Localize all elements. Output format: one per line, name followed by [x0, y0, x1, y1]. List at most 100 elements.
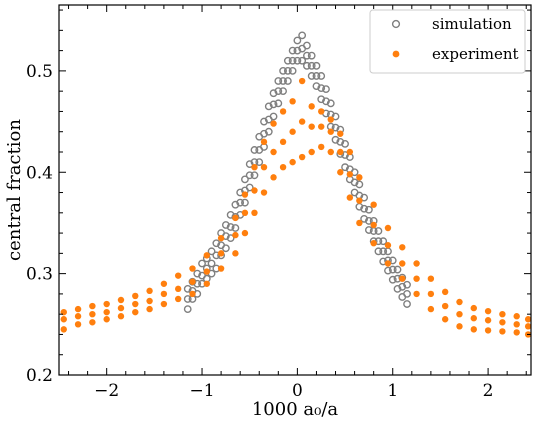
simulation-point [403, 300, 411, 308]
experiment-point [499, 310, 506, 318]
experiment-point [146, 297, 153, 305]
simulation-point [226, 210, 235, 219]
experiment-point [279, 138, 287, 146]
simulation-point [360, 214, 369, 223]
experiment-point [499, 328, 506, 335]
experiment-point [289, 158, 296, 166]
experiment-point [232, 250, 239, 257]
simulation-point [183, 305, 192, 314]
simulation-point [350, 178, 359, 187]
plot-area [60, 31, 532, 338]
experiment-point [337, 169, 344, 176]
experiment-point [89, 319, 96, 326]
experiment-point [513, 313, 520, 320]
simulation-point [245, 183, 254, 192]
experiment-point [232, 214, 239, 222]
experiment-point [413, 290, 420, 298]
experiment-point [484, 307, 492, 315]
simulation-point [236, 198, 245, 207]
experiment-point [346, 148, 354, 156]
experiment-point [251, 187, 258, 194]
simulation-point [307, 61, 316, 70]
simulation-point [379, 247, 388, 256]
simulation-point [264, 102, 273, 111]
experiment-point [74, 305, 82, 313]
simulation-point [260, 117, 268, 126]
simulation-point [260, 129, 268, 138]
experiment-point [370, 221, 377, 229]
simulation-point [364, 217, 373, 225]
experiment-point [189, 265, 196, 272]
simulation-point [269, 89, 278, 98]
simulation-point [360, 204, 369, 213]
simulation-point [403, 280, 411, 289]
experiment-point [189, 278, 196, 285]
x-tick-label: 2 [483, 381, 494, 401]
experiment-point [470, 326, 477, 333]
experiment-point [103, 300, 110, 308]
simulation-point [317, 72, 326, 80]
experiment-point [298, 77, 306, 85]
simulation-point [341, 139, 349, 148]
simulation-point [283, 56, 292, 65]
simulation-point [303, 61, 311, 70]
legend-marker-simulation [391, 19, 401, 29]
simulation-point [374, 227, 383, 235]
experiment-point [89, 310, 96, 318]
experiment-point [60, 326, 67, 333]
experiment-point [232, 231, 239, 239]
experiment-point [524, 323, 532, 330]
experiment-point [484, 327, 492, 334]
experiment-point [513, 321, 520, 328]
simulation-point [298, 31, 307, 40]
simulation-point [322, 97, 330, 106]
experiment-point [399, 244, 406, 251]
experiment-point [370, 201, 377, 208]
experiment-point [356, 219, 363, 227]
simulation-point [264, 127, 273, 136]
simulation-point [388, 275, 397, 284]
experiment-point [370, 240, 377, 247]
simulation-point [288, 46, 297, 55]
simulation-point [326, 99, 335, 108]
simulation-point [241, 198, 249, 207]
simulation-point [274, 87, 283, 96]
experiment-point [399, 260, 406, 267]
y-tick-label: 0.2 [26, 366, 53, 386]
experiment-point [270, 120, 277, 127]
experiment-point [203, 268, 210, 275]
simulation-point [312, 61, 321, 70]
simulation-point [341, 151, 349, 159]
x-axis-title: 1000 a₀/a [252, 399, 339, 420]
experiment-point [399, 275, 406, 282]
experiment-point [132, 308, 139, 316]
simulation-point [374, 247, 383, 256]
experiment-point [251, 163, 258, 171]
experiment-point [384, 224, 392, 232]
experiment-point [189, 290, 196, 298]
legend-marker-experiment [392, 50, 400, 58]
simulation-point [388, 265, 397, 274]
simulation-point [250, 171, 259, 180]
experiment-point [327, 148, 334, 156]
experiment-point [174, 295, 182, 303]
simulation-point [307, 72, 316, 80]
experiment-point [241, 229, 249, 237]
simulation-point [331, 112, 340, 121]
experiment-point [413, 260, 420, 267]
legend: simulation experiment [369, 9, 526, 74]
experiment-point [456, 298, 463, 306]
experiment-point [470, 315, 477, 322]
experiment-point [160, 290, 168, 298]
experiment-point [308, 103, 315, 110]
simulation-point [293, 46, 302, 55]
legend-label-experiment: experiment [432, 45, 519, 63]
simulation-point [293, 36, 302, 45]
simulation-point [250, 146, 259, 154]
x-tick-label: −1 [189, 381, 214, 401]
experiment-point [217, 265, 225, 272]
simulation-point [269, 112, 278, 121]
simulation-point [298, 56, 307, 65]
experiment-point [427, 305, 435, 313]
y-axis-title: central fraction [4, 119, 25, 261]
